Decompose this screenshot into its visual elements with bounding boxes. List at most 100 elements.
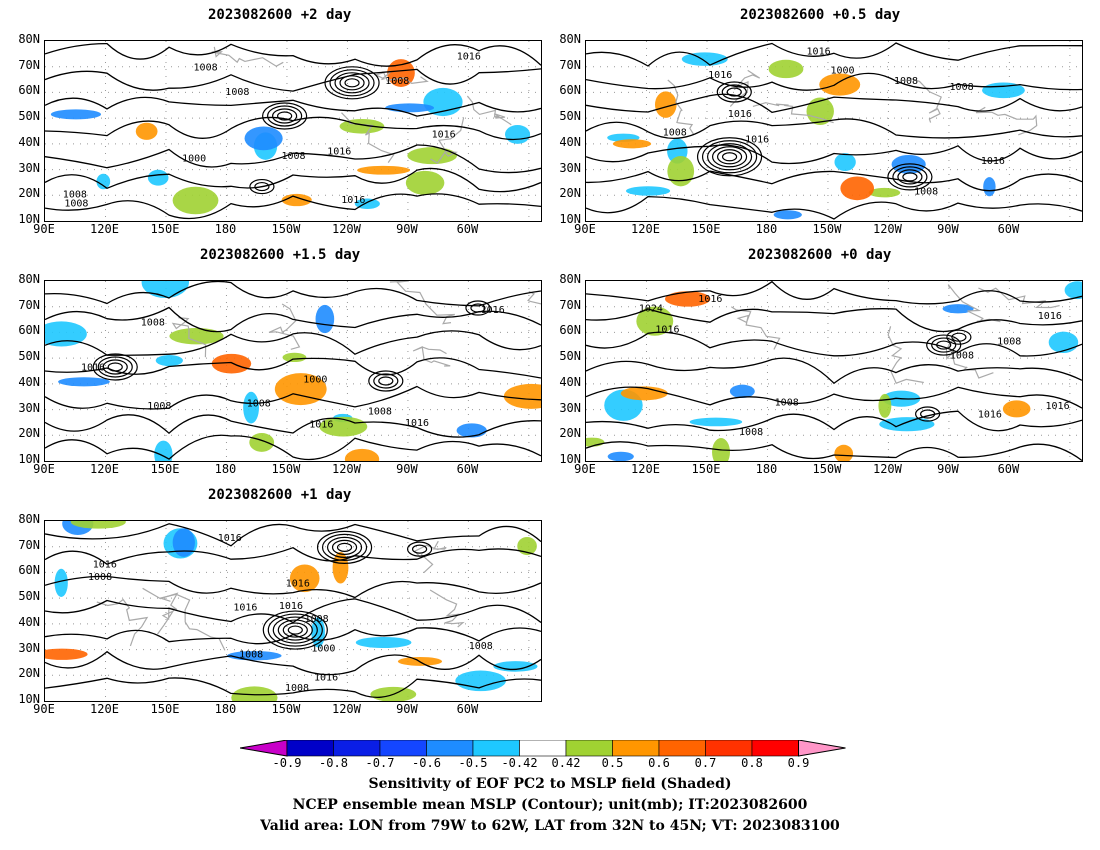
lat-tick-label: 30N [559,400,581,415]
mslp-contour [45,650,541,676]
mslp-contour [586,170,1082,192]
coastline [211,46,284,67]
contour-label: 1016 [218,533,242,544]
sensitivity-shading [503,383,541,409]
mslp-closed-contour [267,105,303,127]
contour-label: 1016 [286,578,310,589]
contour-label: 1016 [341,195,365,206]
mslp-contour [586,93,1082,114]
sensitivity-shading [768,59,804,79]
colorbar-tick-label: -0.9 [272,756,302,770]
contour-label: 1008 [385,76,409,87]
mslp-map: 1016 1008 1016 1008 1008 1016 1024 1016 1016 1008 [585,280,1083,462]
contour-label: 1008 [997,337,1021,348]
sensitivity-shading [607,451,634,461]
lon-tick-label: 150W [271,462,301,476]
lon-tick-label: 120W [872,222,902,236]
sensitivity-shading [1002,400,1031,418]
colorbar-tick-label: -0.7 [365,756,395,770]
mslp-contour [45,306,541,333]
mslp-closed-contour [897,169,923,185]
mslp-closed-contour [946,329,972,345]
mslp-closed-contour [321,533,368,561]
sensitivity-shading [1064,281,1082,300]
mslp-closed-contour [254,181,270,192]
sensitivity-shading [664,291,711,307]
mslp-closed-contour [696,137,763,177]
sensitivity-shading [654,91,677,118]
colorbar-segment [705,740,753,757]
lon-tick-label: 150E [150,462,180,476]
caption-line-1: Sensitivity of EOF PC2 to MSLP field (Sh… [368,776,732,792]
colorbar-segment [565,740,613,757]
mslp-closed-contour [887,163,933,191]
lat-tick-label: 10N [559,452,581,466]
mslp-closed-contour [470,303,486,313]
sensitivity-shading [407,147,457,165]
lat-tick-label: 40N [18,614,40,629]
lat-tick-label: 40N [18,134,40,149]
lon-tick-label: 120E [631,462,660,476]
contour-label: 1016 [314,672,338,683]
lon-tick-label: 60W [456,702,479,716]
contour-label: 1016 [978,409,1002,420]
mslp-closed-contour [411,544,428,554]
sensitivity-shading [50,109,102,120]
sensitivity-shading [455,670,506,692]
mslp-contour [45,627,541,645]
sensitivity-shading [667,155,695,187]
sensitivity-shading [878,393,892,418]
lat-tick-label: 20N [18,666,40,681]
mslp-closed-contour [339,75,365,91]
sensitivity-shading [385,103,435,113]
colorbar-tick-label: -0.42 [501,756,538,770]
contour-label: 1008 [247,398,271,409]
lat-tick-label: 70N [18,537,40,552]
colorbar-segment [519,740,567,757]
mslp-closed-contour [373,373,399,389]
contour-label: 1008 [147,401,171,412]
mslp-closed-contour [277,111,293,121]
sensitivity-shading [504,124,531,144]
lon-tick-label: 90E [33,222,55,236]
mslp-contour [45,385,541,410]
mslp-closed-contour [721,84,747,100]
mslp-contour [45,144,541,174]
sensitivity-shading [96,173,111,190]
lat-tick-label: 10N [18,692,40,706]
contour-label: 1016 [93,560,117,571]
lat-tick-label: 20N [18,426,40,441]
sensitivity-shading [357,165,410,175]
mslp-closed-contour [277,619,313,641]
lat-tick-label: 30N [18,160,40,175]
panel-title: 2023082600 +0 day [748,247,892,263]
lat-tick-label: 50N [18,109,40,124]
panel-title: 2023082600 +2 day [208,7,352,23]
mslp-closed-contour [701,140,758,174]
lat-tick-label: 60N [18,323,40,338]
lon-tick-label: 180 [755,462,778,476]
lat-tick-label: 80N [559,272,581,286]
colorbar-segment [426,740,474,757]
lat-tick-label: 10N [559,212,581,226]
sensitivity-shading [681,52,728,66]
mslp-closed-contour [331,539,358,555]
mslp-closed-contour [931,337,957,353]
lat-tick-label: 40N [559,374,581,389]
lon-tick-label: 150E [691,222,721,236]
lon-tick-label: 150E [150,222,180,236]
mslp-closed-contour [97,356,133,378]
lat-tick-label: 60N [559,83,581,98]
colorbar-tick-label: -0.5 [458,756,488,770]
lat-tick-label: 60N [18,563,40,578]
contour-label: 1016 [309,419,333,430]
mslp-contour [586,386,1082,409]
colorbar-segment [798,740,846,757]
mslp-contour [45,42,541,67]
mslp-contour [586,357,1082,385]
sensitivity-shading [405,170,445,195]
contour-label: 1008 [225,87,249,98]
sensitivity-shading [45,648,88,660]
mslp-closed-contour [915,406,941,422]
lat-tick-label: 10N [18,452,40,466]
